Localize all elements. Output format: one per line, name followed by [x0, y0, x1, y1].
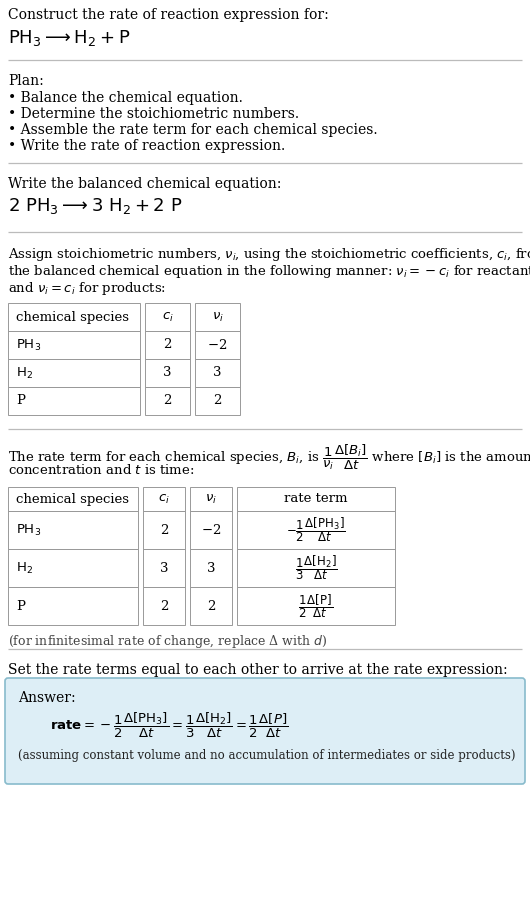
Text: The rate term for each chemical species, $B_i$, is $\dfrac{1}{\nu_i}\dfrac{\Delt: The rate term for each chemical species,…	[8, 443, 530, 472]
Text: Construct the rate of reaction expression for:: Construct the rate of reaction expressio…	[8, 8, 329, 22]
Bar	[237, 511, 395, 549]
Text: $\dfrac{1}{2}\dfrac{\Delta[\mathrm{P}]}{\Delta t}$: $\dfrac{1}{2}\dfrac{\Delta[\mathrm{P}]}{…	[298, 592, 333, 620]
Text: 2: 2	[207, 600, 215, 612]
Bar	[195, 331, 240, 359]
Text: $-\dfrac{1}{2}\dfrac{\Delta[\mathrm{PH_3}]}{\Delta t}$: $-\dfrac{1}{2}\dfrac{\Delta[\mathrm{PH_3…	[286, 516, 346, 544]
Bar	[195, 359, 240, 387]
Bar	[195, 387, 240, 415]
Text: $\mathrm{2\ PH_3 \longrightarrow 3\ H_2 + 2\ P}$: $\mathrm{2\ PH_3 \longrightarrow 3\ H_2 …	[8, 196, 182, 216]
Text: P: P	[16, 395, 25, 408]
Text: 2: 2	[213, 395, 222, 408]
Text: P: P	[16, 600, 25, 612]
Text: $\dfrac{1}{3}\dfrac{\Delta[\mathrm{H_2}]}{\Delta t}$: $\dfrac{1}{3}\dfrac{\Delta[\mathrm{H_2}]…	[295, 553, 338, 582]
Bar	[237, 487, 395, 511]
Text: $-$2: $-$2	[207, 338, 227, 352]
Bar	[8, 303, 140, 331]
Text: (for infinitesimal rate of change, replace Δ with $d$): (for infinitesimal rate of change, repla…	[8, 633, 328, 650]
Bar	[143, 487, 185, 511]
Text: $\mathrm{PH_3}$: $\mathrm{PH_3}$	[16, 338, 41, 352]
Bar	[145, 331, 190, 359]
Text: $\mathrm{H_2}$: $\mathrm{H_2}$	[16, 366, 33, 380]
Bar	[8, 549, 138, 587]
Bar	[8, 331, 140, 359]
Bar	[8, 511, 138, 549]
Text: Plan:: Plan:	[8, 74, 44, 88]
Text: Write the balanced chemical equation:: Write the balanced chemical equation:	[8, 177, 281, 191]
Bar	[190, 587, 232, 625]
Text: $\nu_i$: $\nu_i$	[211, 310, 224, 324]
Text: 2: 2	[160, 600, 168, 612]
Text: 3: 3	[160, 561, 168, 574]
Text: 3: 3	[163, 367, 172, 379]
Text: Answer:: Answer:	[18, 691, 76, 705]
Text: $\nu_i$: $\nu_i$	[205, 492, 217, 506]
Text: • Balance the chemical equation.: • Balance the chemical equation.	[8, 91, 243, 105]
Bar	[8, 359, 140, 387]
Bar	[237, 549, 395, 587]
Bar	[8, 587, 138, 625]
Bar	[145, 359, 190, 387]
FancyBboxPatch shape	[5, 678, 525, 784]
Text: • Determine the stoichiometric numbers.: • Determine the stoichiometric numbers.	[8, 107, 299, 121]
Bar	[237, 587, 395, 625]
Bar	[143, 549, 185, 587]
Text: $c_i$: $c_i$	[158, 492, 170, 506]
Bar	[145, 387, 190, 415]
Bar	[190, 549, 232, 587]
Text: $\mathrm{H_2}$: $\mathrm{H_2}$	[16, 561, 33, 575]
Bar	[143, 511, 185, 549]
Text: 2: 2	[163, 395, 172, 408]
Text: the balanced chemical equation in the following manner: $\nu_i = -c_i$ for react: the balanced chemical equation in the fo…	[8, 263, 530, 280]
Bar	[195, 303, 240, 331]
Text: 2: 2	[160, 523, 168, 537]
Text: chemical species: chemical species	[16, 310, 129, 323]
Text: rate term: rate term	[284, 492, 348, 505]
Bar	[8, 387, 140, 415]
Bar	[143, 587, 185, 625]
Bar	[145, 303, 190, 331]
Text: Set the rate terms equal to each other to arrive at the rate expression:: Set the rate terms equal to each other t…	[8, 663, 508, 677]
Text: concentration and $t$ is time:: concentration and $t$ is time:	[8, 463, 195, 477]
Text: $c_i$: $c_i$	[162, 310, 173, 324]
Text: 2: 2	[163, 339, 172, 351]
Text: 3: 3	[207, 561, 215, 574]
Text: $\mathrm{PH_3}$: $\mathrm{PH_3}$	[16, 522, 41, 538]
Bar	[190, 511, 232, 549]
Text: $-$2: $-$2	[201, 523, 221, 537]
Text: Assign stoichiometric numbers, $\nu_i$, using the stoichiometric coefficients, $: Assign stoichiometric numbers, $\nu_i$, …	[8, 246, 530, 263]
Text: 3: 3	[213, 367, 222, 379]
Bar	[190, 487, 232, 511]
Text: $\mathbf{rate} = -\dfrac{1}{2}\dfrac{\Delta[\mathrm{PH_3}]}{\Delta t} = \dfrac{1: $\mathbf{rate} = -\dfrac{1}{2}\dfrac{\De…	[50, 711, 288, 740]
Text: • Write the rate of reaction expression.: • Write the rate of reaction expression.	[8, 139, 285, 153]
Text: chemical species: chemical species	[16, 492, 129, 505]
Text: $\mathrm{PH_3 \longrightarrow H_2 + P}$: $\mathrm{PH_3 \longrightarrow H_2 + P}$	[8, 28, 130, 48]
Text: and $\nu_i = c_i$ for products:: and $\nu_i = c_i$ for products:	[8, 280, 166, 297]
Text: • Assemble the rate term for each chemical species.: • Assemble the rate term for each chemic…	[8, 123, 377, 137]
Text: (assuming constant volume and no accumulation of intermediates or side products): (assuming constant volume and no accumul…	[18, 749, 516, 762]
Bar	[8, 487, 138, 511]
